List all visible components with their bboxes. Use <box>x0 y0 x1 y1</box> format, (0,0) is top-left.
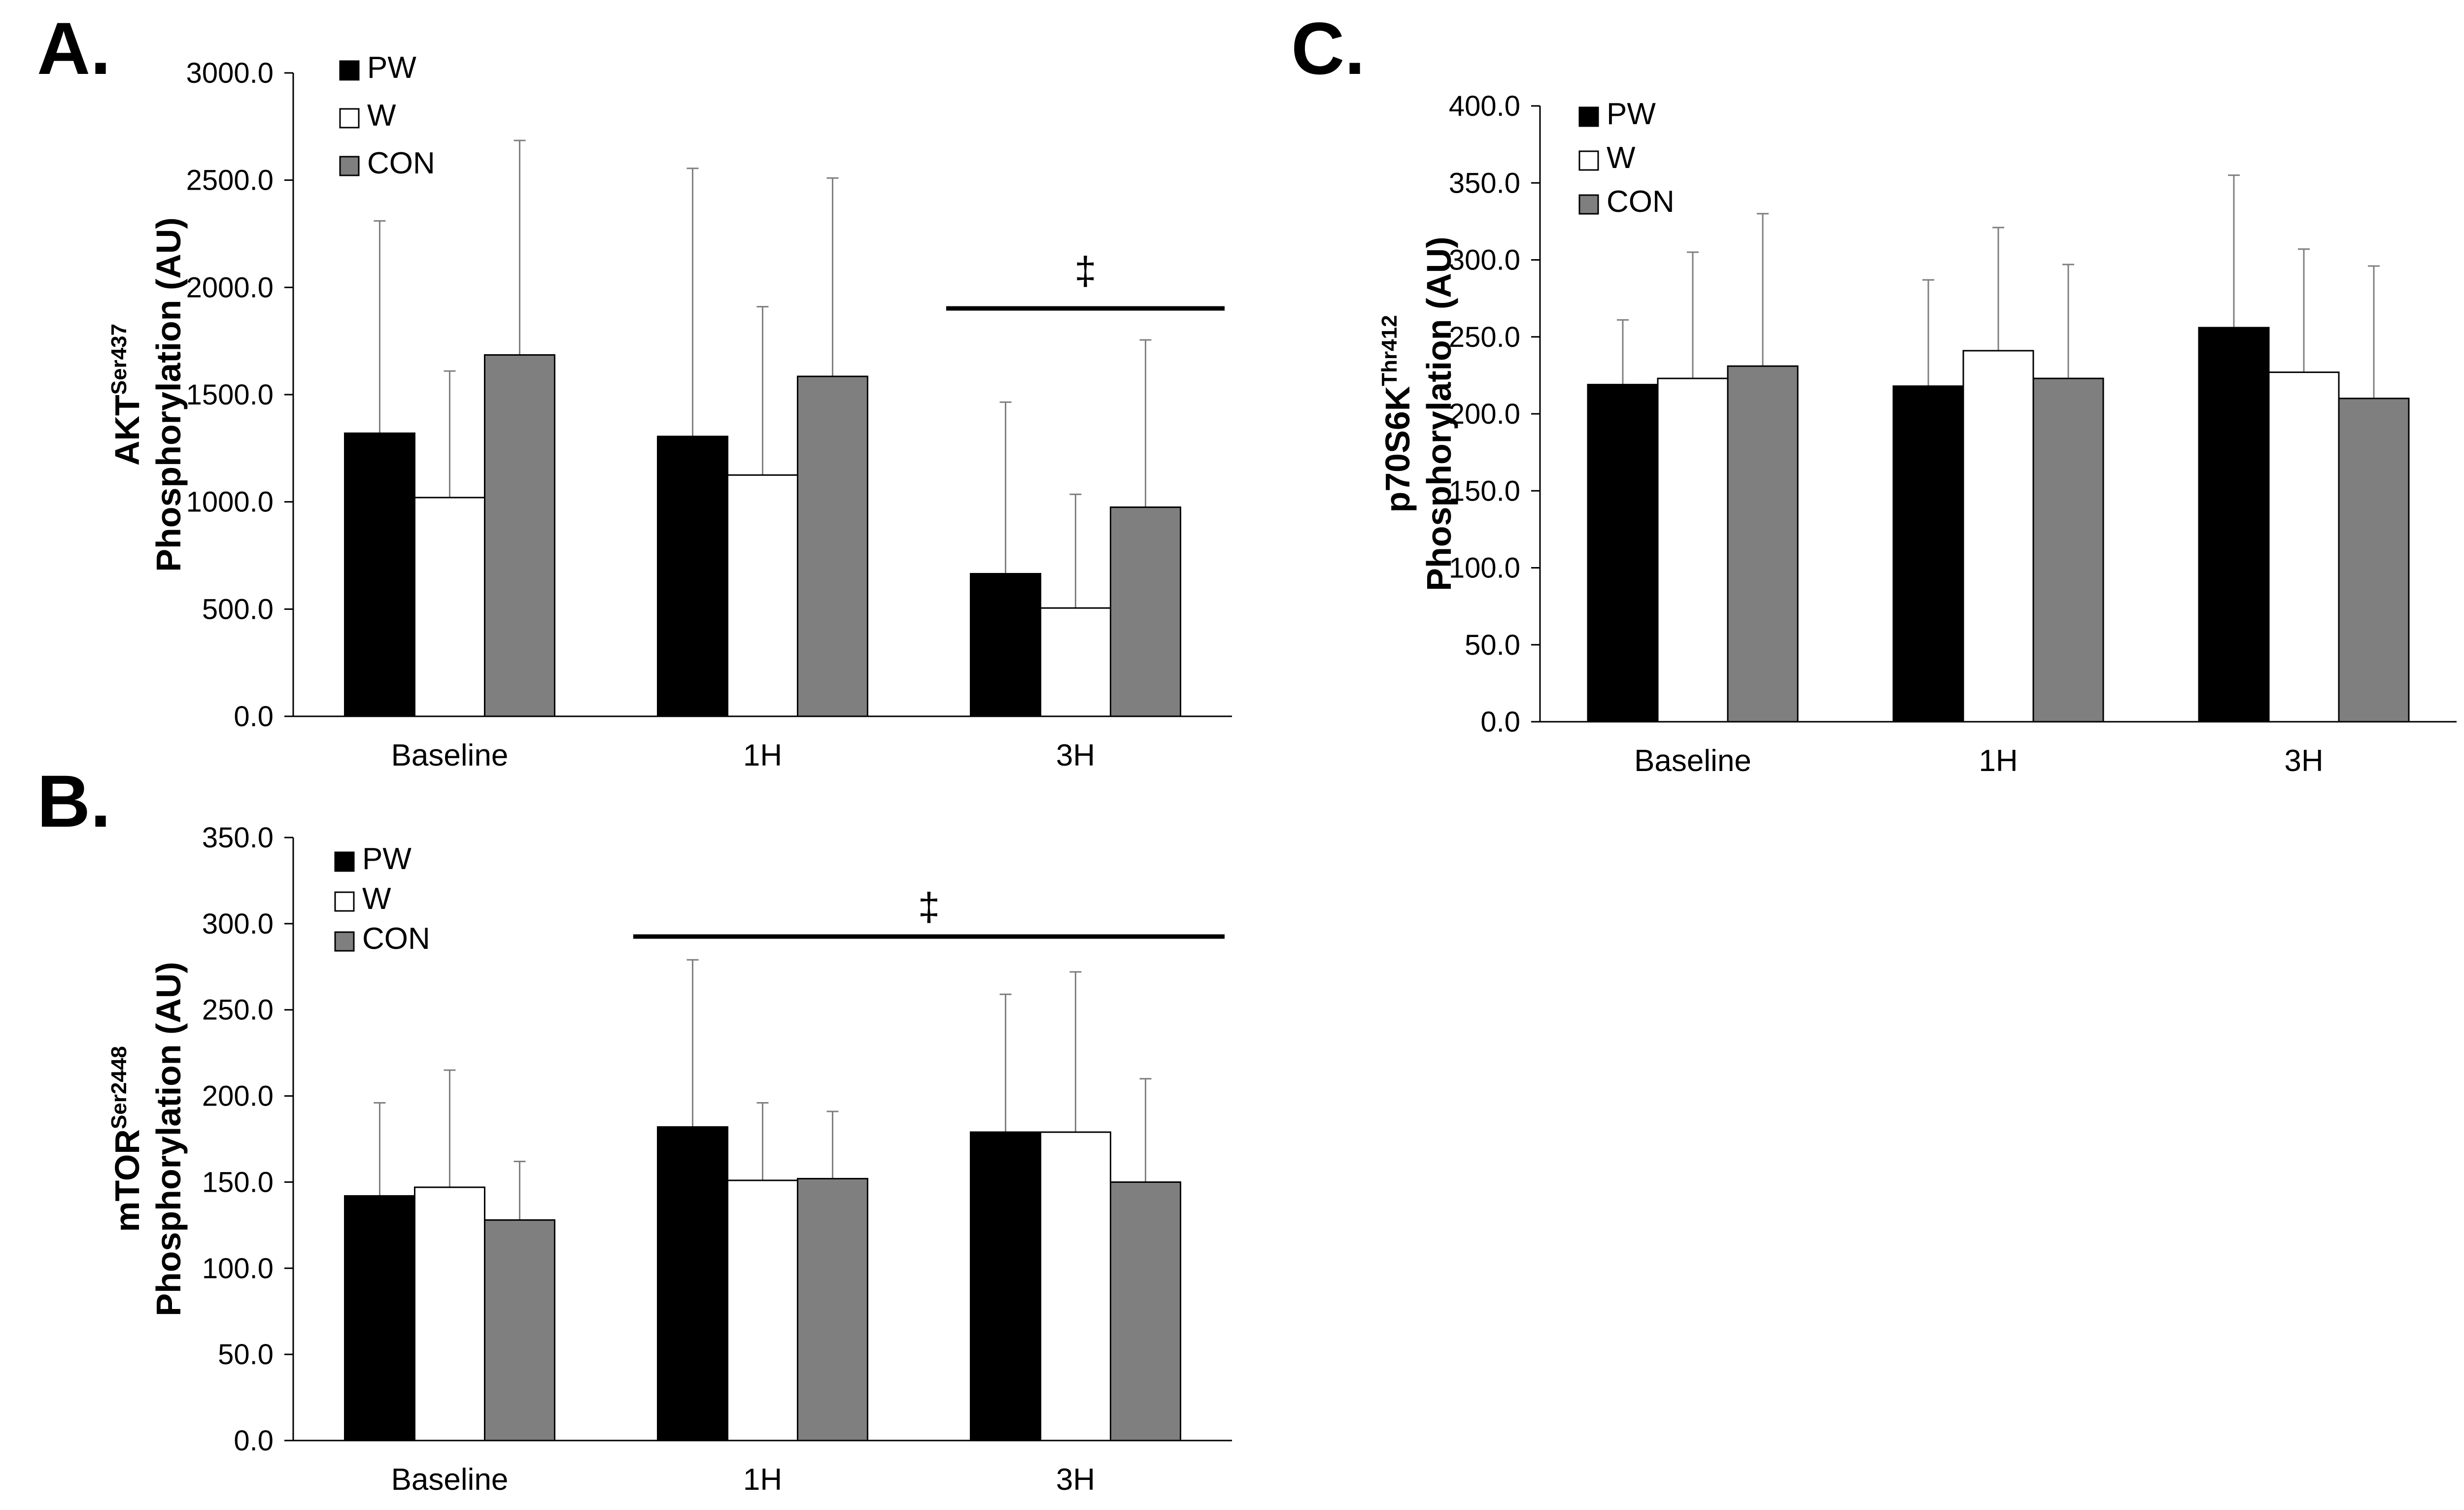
bar-con-baseline <box>484 1219 555 1442</box>
y-axis-label-superscript: Ser2448 <box>107 1046 131 1129</box>
legend-swatch-w <box>339 108 360 129</box>
x-category-label: 1H <box>743 1463 782 1497</box>
y-axis-label: AKTSer437 Phosphorylation (AU) <box>107 217 188 571</box>
bar-w-baseline <box>414 1186 485 1442</box>
significance-marker: ‡ <box>918 885 940 929</box>
y-tick-label: 500.0 <box>202 593 274 625</box>
bar-w-1h <box>1962 350 2034 723</box>
x-category-label: Baseline <box>391 1463 509 1497</box>
bar-pw-1h <box>1892 385 1964 723</box>
y-axis-label-line2: Phosphorylation (AU) <box>1420 236 1458 591</box>
legend-label-pw: PW <box>362 842 411 876</box>
y-axis-label-main: p70S6K <box>1378 386 1417 513</box>
y-tick-label: 150.0 <box>1449 475 1520 507</box>
y-tick-label: 250.0 <box>202 994 274 1026</box>
bar-con-baseline <box>484 354 555 717</box>
panel-letter: C. <box>1291 7 1365 90</box>
y-axis-label-main: AKT <box>108 395 146 466</box>
y-tick-label: 1500.0 <box>186 379 274 411</box>
y-axis-label: mTORSer2448 Phosphorylation (AU) <box>107 962 188 1316</box>
legend-label-pw: PW <box>1607 97 1656 131</box>
legend-swatch-pw <box>334 851 355 872</box>
bar-w-3h <box>2268 371 2340 723</box>
legend-swatch-pw <box>1578 106 1599 127</box>
legend-label-pw: PW <box>367 51 416 85</box>
y-tick-label: 3000.0 <box>186 57 274 89</box>
x-category-label: 3H <box>2284 744 2323 778</box>
significance-marker: ‡ <box>1074 249 1096 293</box>
y-tick-label: 100.0 <box>202 1252 274 1284</box>
chart-panel-c: C. 0.0 50.0 100.0 150.0 200.0 250.0 300.0 350.0 4… <box>1291 7 2457 778</box>
legend-label-con: CON <box>367 146 435 180</box>
x-category-label: 3H <box>1056 1463 1095 1497</box>
bar-w-1h <box>727 1179 798 1442</box>
y-tick-label: 2500.0 <box>186 165 274 197</box>
chart-panel-a: A. 0.0 500.0 1000.0 1500.0 2000.0 2500.0 3000.0… <box>37 7 1232 772</box>
x-category-label: Baseline <box>1634 744 1751 778</box>
x-category-label: 3H <box>1056 738 1095 772</box>
legend-label-con: CON <box>362 922 430 956</box>
chart-panel-b: B. 0.0 50.0 100.0 150.0 200.0 250.0 300.0 350.0 m… <box>37 760 1232 1497</box>
x-category-label: Baseline <box>391 738 509 772</box>
bar-pw-1h <box>657 436 728 717</box>
y-tick-label: 350.0 <box>1449 167 1520 199</box>
bar-con-3h <box>2338 398 2410 723</box>
y-tick-label: 350.0 <box>202 822 274 854</box>
bar-pw-3h <box>970 573 1041 717</box>
y-tick-label: 50.0 <box>218 1339 274 1371</box>
y-axis-label-superscript: Thr412 <box>1377 315 1402 386</box>
bar-con-1h <box>797 1177 868 1442</box>
legend-swatch-w <box>1578 150 1599 171</box>
y-tick-label: 1000.0 <box>186 486 274 518</box>
x-category-label: 1H <box>1979 744 2018 778</box>
y-tick-label: 0.0 <box>1480 706 1520 738</box>
bar-w-3h <box>1040 607 1111 717</box>
bar-w-baseline <box>414 497 485 717</box>
y-tick-label: 0.0 <box>234 1425 274 1457</box>
bar-con-1h <box>797 375 868 717</box>
y-axis-label: p70S6KThr412 Phosphorylation (AU) <box>1377 236 1458 591</box>
y-axis-label-line2: Phosphorylation (AU) <box>149 217 188 571</box>
bar-pw-baseline <box>344 432 415 717</box>
y-tick-label: 200.0 <box>202 1080 274 1112</box>
y-tick-label: 50.0 <box>1465 629 1520 661</box>
bar-pw-3h <box>2198 327 2270 723</box>
legend-label-w: W <box>362 882 391 916</box>
y-tick-label: 150.0 <box>202 1166 274 1198</box>
bar-w-3h <box>1040 1131 1111 1442</box>
legend-label-con: CON <box>1607 185 1675 219</box>
y-tick-label: 0.0 <box>234 701 274 733</box>
y-tick-label: 250.0 <box>1449 321 1520 353</box>
legend-swatch-con <box>1578 194 1599 215</box>
bar-w-baseline <box>1657 377 1729 723</box>
bar-con-3h <box>1110 1181 1181 1442</box>
bar-pw-baseline <box>1587 384 1659 723</box>
legend-swatch-pw <box>339 60 360 81</box>
legend-swatch-w <box>334 891 355 912</box>
y-tick-label: 200.0 <box>1449 398 1520 430</box>
y-tick-label: 2000.0 <box>186 271 274 303</box>
panel-letter: B. <box>37 760 111 842</box>
bar-con-baseline <box>1727 365 1799 723</box>
x-category-label: 1H <box>743 738 782 772</box>
bar-pw-baseline <box>344 1195 415 1442</box>
legend-label-w: W <box>367 99 396 133</box>
legend-label-w: W <box>1607 141 1636 175</box>
bar-pw-3h <box>970 1131 1041 1442</box>
legend-swatch-con <box>334 931 355 952</box>
panel-letter: A. <box>37 7 111 90</box>
bar-con-1h <box>2032 377 2104 723</box>
y-tick-label: 300.0 <box>202 908 274 940</box>
y-axis-label-line2: Phosphorylation (AU) <box>149 962 188 1316</box>
bar-pw-1h <box>657 1126 728 1442</box>
bar-con-3h <box>1110 506 1181 717</box>
y-tick-label: 100.0 <box>1449 552 1520 584</box>
bar-w-1h <box>727 474 798 717</box>
y-tick-label: 400.0 <box>1449 90 1520 122</box>
legend-swatch-con <box>339 156 360 176</box>
y-tick-label: 300.0 <box>1449 244 1520 276</box>
y-axis-label-superscript: Ser437 <box>107 324 131 395</box>
y-axis-label-main: mTOR <box>108 1129 146 1232</box>
